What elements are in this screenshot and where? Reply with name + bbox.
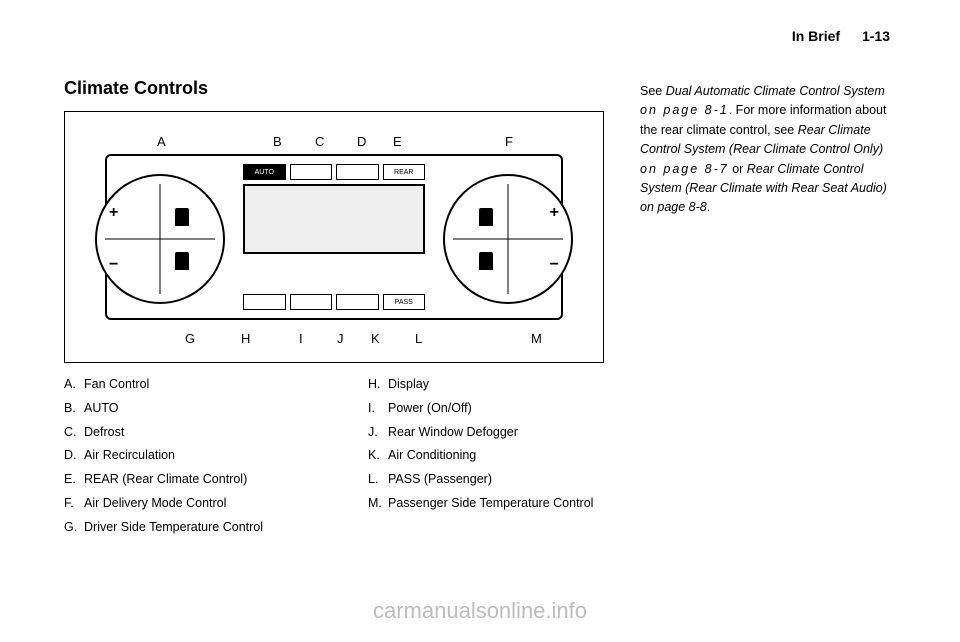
temp-dial: + − [443, 174, 573, 304]
page-header: In Brief 1-13 [792, 28, 890, 44]
button-row-top: AUTO REAR [243, 164, 425, 180]
section-title: Climate Controls [64, 78, 630, 99]
callout-b: B [273, 134, 282, 149]
seat-icon [175, 252, 189, 270]
control-panel: + − + − AUTO REAR [105, 154, 563, 320]
fan-dial: + − [95, 174, 225, 304]
button-row-bottom: PASS [243, 294, 425, 310]
header-page: 1-13 [862, 28, 890, 44]
plus-icon: + [550, 204, 559, 222]
reference-text: See Dual Automatic Climate Control Syste… [640, 78, 896, 226]
callout-i: I [299, 331, 303, 346]
callout-c: C [315, 134, 324, 149]
callout-j: J [337, 331, 344, 346]
seat-icon [479, 252, 493, 270]
seat-icon [175, 208, 189, 226]
plus-icon: + [109, 204, 118, 222]
legend-item: E.REAR (Rear Climate Control) [64, 468, 344, 492]
legend-col-2: H.Display I.Power (On/Off) J.Rear Window… [368, 373, 628, 539]
rear-button: REAR [383, 164, 426, 180]
recirc-button [336, 164, 379, 180]
callout-l: L [415, 331, 422, 346]
watermark: carmanualsonline.info [0, 598, 960, 624]
auto-button: AUTO [243, 164, 286, 180]
legend-item: F.Air Delivery Mode Control [64, 492, 344, 516]
header-section: In Brief [792, 28, 840, 44]
ac-button [336, 294, 379, 310]
legend-item: J.Rear Window Defogger [368, 421, 628, 445]
callout-k: K [371, 331, 380, 346]
display-screen [243, 184, 425, 254]
legend-item: A.Fan Control [64, 373, 344, 397]
minus-icon: − [109, 256, 118, 274]
legend-item: B.AUTO [64, 397, 344, 421]
defog-button [290, 294, 333, 310]
legend: A.Fan Control B.AUTO C.Defrost D.Air Rec… [64, 373, 630, 539]
legend-item: G.Driver Side Temperature Control [64, 516, 344, 540]
legend-item: D.Air Recirculation [64, 444, 344, 468]
legend-item: L.PASS (Passenger) [368, 468, 628, 492]
callout-f: F [505, 134, 513, 149]
legend-item: M.Passenger Side Temperature Control [368, 492, 628, 516]
seat-icon [479, 208, 493, 226]
callout-h: H [241, 331, 250, 346]
callout-d: D [357, 134, 366, 149]
climate-control-diagram: A B C D E F G H I J K L M + − + [64, 111, 604, 363]
pass-button: PASS [383, 294, 426, 310]
defrost-button [290, 164, 333, 180]
legend-item: C.Defrost [64, 421, 344, 445]
callout-e: E [393, 134, 402, 149]
callout-a: A [157, 134, 166, 149]
power-button [243, 294, 286, 310]
legend-item: K.Air Conditioning [368, 444, 628, 468]
callout-g: G [185, 331, 195, 346]
legend-item: I.Power (On/Off) [368, 397, 628, 421]
legend-col-1: A.Fan Control B.AUTO C.Defrost D.Air Rec… [64, 373, 344, 539]
minus-icon: − [550, 256, 559, 274]
callout-m: M [531, 331, 542, 346]
legend-item: H.Display [368, 373, 628, 397]
